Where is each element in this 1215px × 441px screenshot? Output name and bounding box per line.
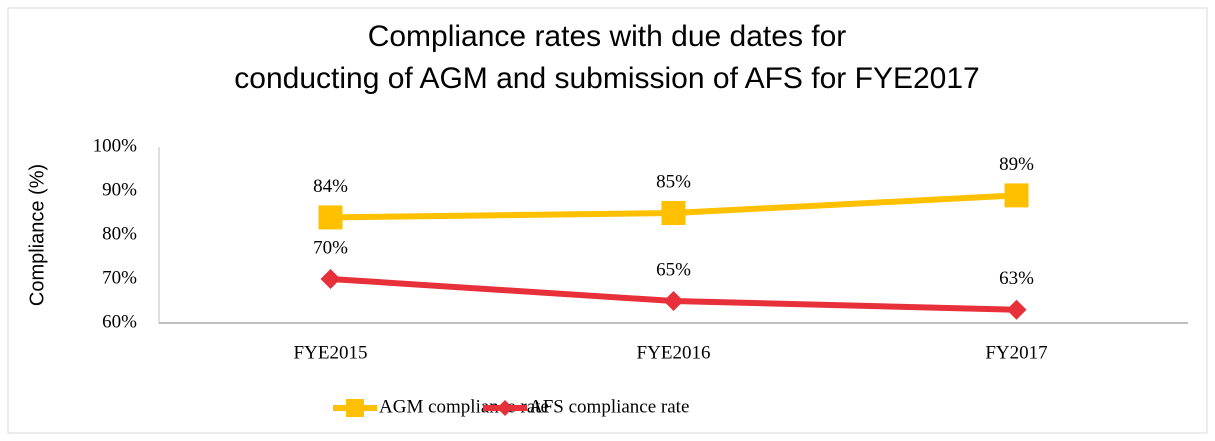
data-label: 70% (313, 237, 348, 258)
marker (320, 269, 341, 289)
data-label: 89% (999, 154, 1034, 175)
chart-border (7, 7, 1208, 434)
y-tick-label: 70% (102, 267, 137, 288)
x-tick-label: FYE2015 (294, 342, 368, 363)
y-axis-label: Compliance (%) (26, 164, 48, 306)
data-label: 84% (313, 176, 348, 197)
data-label: 65% (656, 259, 691, 280)
y-tick-label: 60% (102, 311, 137, 332)
marker (1004, 183, 1029, 208)
chart-title: conducting of AGM and submission of AFS … (234, 62, 979, 95)
data-label: 85% (656, 171, 691, 192)
marker (663, 291, 684, 311)
marker (318, 205, 343, 230)
legend-marker (497, 400, 513, 416)
chart-title: Compliance rates with due dates for (368, 20, 847, 53)
legend-marker (346, 399, 364, 417)
y-tick-label: 100% (93, 135, 138, 156)
y-tick-label: 80% (102, 223, 137, 244)
x-tick-label: FYE2016 (637, 342, 711, 363)
marker (1006, 299, 1027, 320)
legend-label: AFS compliance rate (529, 396, 689, 417)
marker (661, 201, 686, 225)
data-label: 63% (999, 268, 1034, 289)
x-tick-label: FY2017 (985, 342, 1047, 363)
y-tick-label: 90% (102, 179, 137, 200)
